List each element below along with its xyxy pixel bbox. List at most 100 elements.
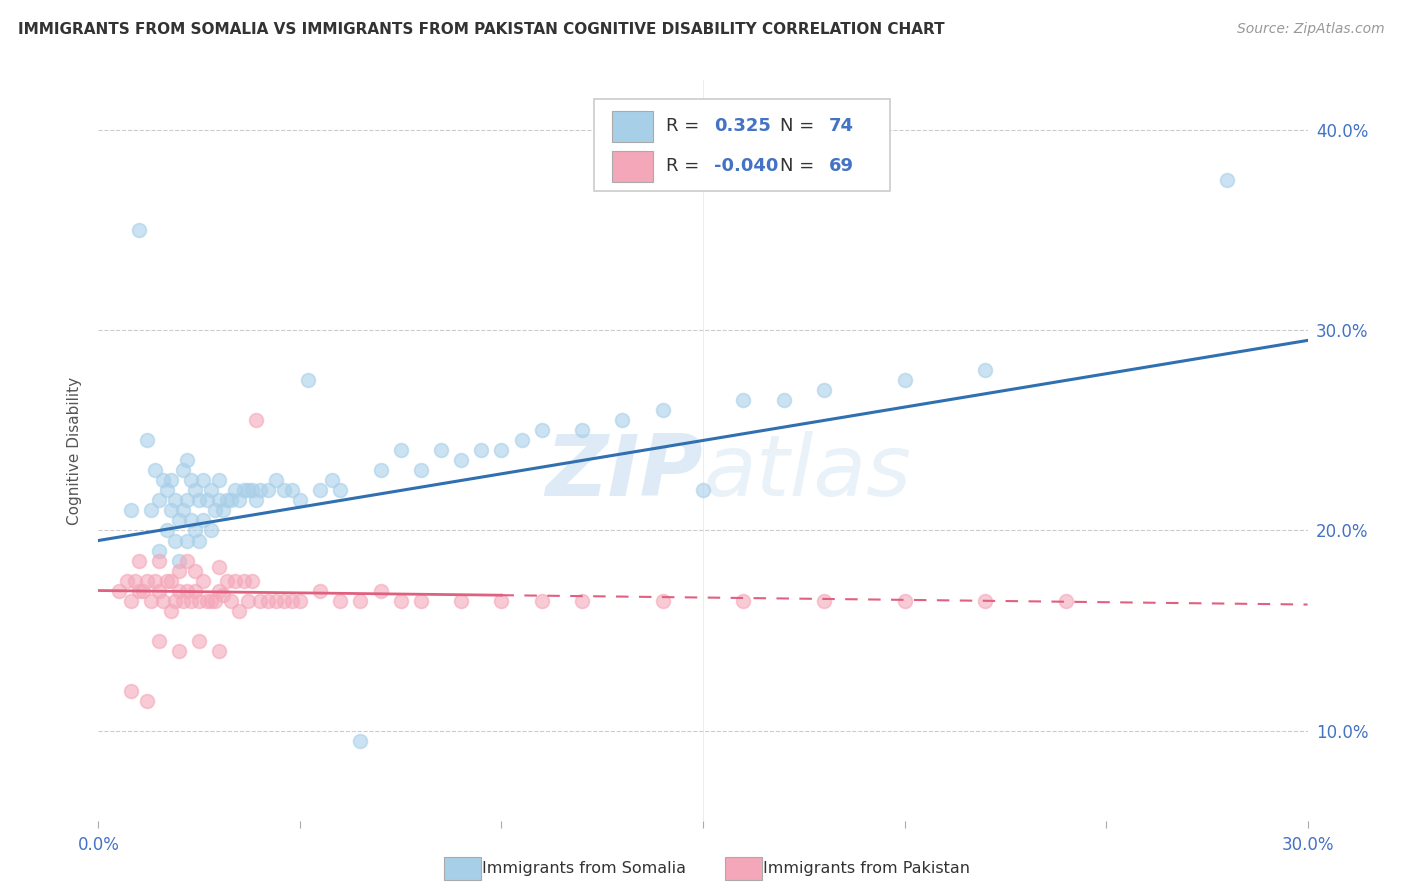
Text: 0.325: 0.325 [714,118,770,136]
Point [329,593,352,607]
Point [132,583,155,598]
Point [245,413,267,427]
Point [152,593,174,607]
Point [107,583,129,598]
Text: -0.040: -0.040 [714,157,779,176]
Point [148,493,170,508]
Point [232,483,254,498]
Point [1216,173,1239,187]
Point [281,483,304,498]
Point [156,483,179,498]
Point [143,463,166,477]
Point [139,503,162,517]
Point [135,574,157,588]
Point [571,424,593,438]
Point [221,493,243,508]
Point [135,693,157,707]
Point [200,524,222,538]
Point [264,474,287,488]
Point [297,373,319,387]
Point [176,493,198,508]
Point [167,553,190,567]
Point [1054,593,1077,607]
Point [212,588,235,602]
Text: IMMIGRANTS FROM SOMALIA VS IMMIGRANTS FROM PAKISTAN COGNITIVE DISABILITY CORRELA: IMMIGRANTS FROM SOMALIA VS IMMIGRANTS FR… [18,22,945,37]
Point [160,474,183,488]
Point [208,493,231,508]
Point [172,593,194,607]
Point [228,603,250,617]
Point [571,593,593,607]
Point [510,434,533,448]
Point [148,583,170,598]
Point [148,543,170,558]
Point [530,424,553,438]
Point [409,593,432,607]
Point [450,593,472,607]
Point [281,593,304,607]
Point [208,559,231,574]
Point [224,483,246,498]
Point [240,574,263,588]
Point [430,443,453,458]
Point [176,583,198,598]
Point [232,574,254,588]
Point [273,483,295,498]
Point [176,553,198,567]
Point [172,503,194,517]
Point [240,483,263,498]
Point [491,443,513,458]
Point [212,503,235,517]
Point [184,483,207,498]
Point [188,633,211,648]
Point [217,493,239,508]
Point [309,483,332,498]
Point [143,574,166,588]
Point [195,593,218,607]
Point [115,574,138,588]
Point [893,373,915,387]
Point [813,593,835,607]
Point [184,564,207,578]
Text: R =: R = [665,118,699,136]
Point [172,463,194,477]
Point [204,593,226,607]
Point [813,384,835,398]
Point [349,733,371,747]
Point [309,583,332,598]
Point [228,493,250,508]
Point [160,574,183,588]
Text: ZIP: ZIP [546,431,703,514]
Point [180,593,202,607]
Y-axis label: Cognitive Disability: Cognitive Disability [67,376,83,524]
Text: 74: 74 [828,118,853,136]
Point [349,593,371,607]
Point [167,583,190,598]
Point [120,503,142,517]
Point [651,403,673,417]
Text: R =: R = [665,157,699,176]
Point [120,683,142,698]
Point [176,533,198,548]
Point [156,574,179,588]
Point [167,564,190,578]
FancyBboxPatch shape [595,99,890,191]
Point [893,593,915,607]
Point [974,363,997,377]
Point [612,413,634,427]
Point [256,593,278,607]
Text: N =: N = [780,118,814,136]
Point [148,633,170,648]
Point [176,453,198,467]
Point [120,593,142,607]
Point [470,443,492,458]
Point [200,593,222,607]
Point [370,463,392,477]
Point [974,593,997,607]
Point [204,503,226,517]
Point [329,483,352,498]
Point [128,223,150,237]
Point [193,474,215,488]
Point [193,514,215,528]
Point [208,474,231,488]
